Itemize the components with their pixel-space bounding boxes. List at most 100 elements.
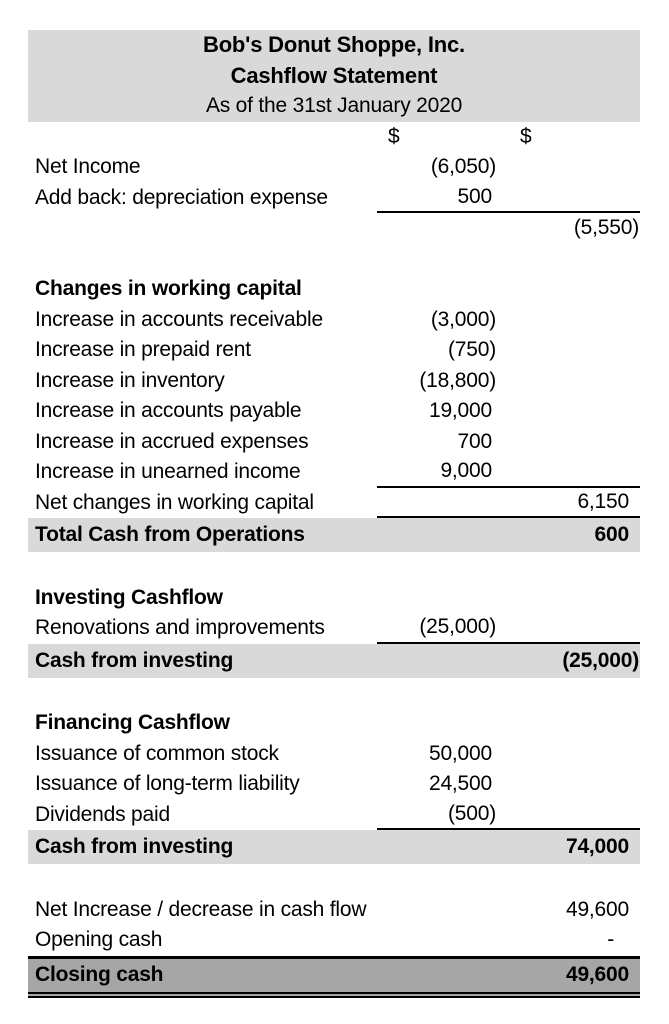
- section-heading: Financing Cashflow: [35, 711, 230, 735]
- col2-currency-symbol: $: [520, 124, 532, 148]
- row-long-term-liability: Issuance of long-term liability 24,500: [28, 769, 640, 800]
- col2-value: [497, 366, 640, 397]
- row-accrued-expenses: Increase in accrued expenses 700: [28, 427, 640, 458]
- row-common-stock: Issuance of common stock 50,000: [28, 739, 640, 770]
- row-label: Add back: depreciation expense: [35, 185, 328, 209]
- statement-title: Cashflow Statement: [230, 62, 438, 88]
- row-label: [28, 213, 377, 244]
- row-net-income: Net Income (6,050): [28, 152, 640, 183]
- total-label: Closing cash: [35, 963, 164, 986]
- row-label: Net changes in working capital: [35, 490, 314, 514]
- col2-value: [497, 274, 640, 305]
- row-label: Issuance of long-term liability: [35, 772, 300, 796]
- row-label: Increase in unearned income: [35, 460, 301, 484]
- col1-value: (18,800): [419, 368, 496, 392]
- row-prepaid-rent: Increase in prepaid rent (750): [28, 335, 640, 366]
- col2-value: 49,600: [565, 897, 629, 921]
- spacer-row: [28, 864, 640, 895]
- col2-value: [497, 457, 640, 486]
- col2-value: (25,000): [562, 648, 639, 672]
- row-net-working-capital: Net changes in working capital 6,150: [28, 488, 640, 518]
- col1-value: [377, 925, 497, 956]
- total-label: Cash from investing: [35, 648, 234, 672]
- spacer-row: [28, 244, 640, 275]
- spacer-row: [28, 678, 640, 709]
- row-label: Renovations and improvements: [35, 616, 325, 640]
- col1-value: [377, 583, 497, 614]
- col1-value: 24,500: [428, 772, 492, 796]
- row-total-cash-operations: Total Cash from Operations 600: [28, 518, 640, 552]
- col1-value: [377, 644, 497, 678]
- col2-value: [497, 739, 640, 770]
- col2-value: (5,550): [573, 216, 639, 240]
- row-label: Increase in accrued expenses: [35, 429, 309, 453]
- row-label: Dividends paid: [35, 802, 170, 826]
- col1-value: [377, 518, 497, 552]
- row-operating-subtotal: (5,550): [28, 213, 640, 244]
- row-inventory: Increase in inventory (18,800): [28, 366, 640, 397]
- col2-value: [497, 613, 640, 642]
- col1-value: (750): [447, 338, 496, 362]
- col1-value: [377, 213, 497, 244]
- col1-value: [377, 488, 497, 517]
- col1-value: [377, 830, 497, 864]
- row-cash-from-financing: Cash from investing 74,000: [28, 830, 640, 864]
- currency-header-row: $ $: [28, 122, 640, 153]
- col2-value: [497, 396, 640, 427]
- col1-value: (3,000): [430, 307, 496, 331]
- col2-value: [497, 800, 640, 829]
- col2-value: [497, 427, 640, 458]
- row-closing-cash: Closing cash 49,600: [28, 955, 640, 998]
- section-heading: Investing Cashflow: [35, 585, 223, 609]
- row-depreciation: Add back: depreciation expense 500: [28, 183, 640, 213]
- col1-value: [377, 274, 497, 305]
- statement-date: As of the 31st January 2020: [205, 94, 463, 118]
- col1-value: 9,000: [440, 459, 492, 483]
- col1-value: (25,000): [419, 615, 496, 639]
- row-label: Increase in accounts receivable: [35, 307, 323, 331]
- row-label: Net Income: [35, 155, 141, 179]
- row-renovations: Renovations and improvements (25,000): [28, 613, 640, 644]
- row-dividends-paid: Dividends paid (500): [28, 800, 640, 830]
- col1-value: 500: [457, 184, 493, 208]
- row-net-increase: Net Increase / decrease in cash flow 49,…: [28, 895, 640, 926]
- col1-value: 50,000: [428, 741, 492, 765]
- col1-value: [377, 959, 497, 992]
- row-investing-header: Investing Cashflow: [28, 583, 640, 614]
- col2-value: 600: [594, 523, 630, 546]
- row-working-capital-header: Changes in working capital: [28, 274, 640, 305]
- col2-value: [497, 152, 640, 183]
- col2-value: -: [607, 928, 614, 952]
- row-label: Net Increase / decrease in cash flow: [35, 897, 367, 921]
- col1-currency-symbol: $: [388, 124, 400, 148]
- statement-header: Bob's Donut Shoppe, Inc. Cashflow Statem…: [28, 30, 640, 122]
- col2-value: [497, 769, 640, 800]
- row-label: Opening cash: [35, 928, 163, 952]
- row-cash-from-investing: Cash from investing (25,000): [28, 643, 640, 678]
- col1-value: (500): [447, 801, 496, 825]
- row-label: Issuance of common stock: [35, 741, 279, 765]
- col2-value: [497, 335, 640, 366]
- col2-value: [497, 583, 640, 614]
- col1-value: [377, 708, 497, 739]
- col2-value: 74,000: [565, 835, 629, 858]
- row-label: Increase in inventory: [35, 368, 225, 392]
- row-accounts-payable: Increase in accounts payable 19,000: [28, 396, 640, 427]
- row-financing-header: Financing Cashflow: [28, 708, 640, 739]
- col2-value: [497, 708, 640, 739]
- row-label: Increase in prepaid rent: [35, 338, 251, 362]
- col2-value: 6,150: [577, 489, 629, 513]
- total-label: Total Cash from Operations: [35, 523, 305, 546]
- row-opening-cash: Opening cash -: [28, 925, 640, 956]
- company-name: Bob's Donut Shoppe, Inc.: [203, 32, 465, 58]
- section-heading: Changes in working capital: [35, 277, 302, 301]
- row-unearned-income: Increase in unearned income 9,000: [28, 457, 640, 488]
- cashflow-table: Bob's Donut Shoppe, Inc. Cashflow Statem…: [28, 30, 640, 998]
- col1-value: 19,000: [428, 399, 492, 423]
- row-label: [28, 122, 377, 153]
- col1-value: 700: [457, 429, 493, 453]
- col1-value: [377, 895, 497, 926]
- col1-value: (6,050): [430, 155, 496, 179]
- row-label: Increase in accounts payable: [35, 399, 302, 423]
